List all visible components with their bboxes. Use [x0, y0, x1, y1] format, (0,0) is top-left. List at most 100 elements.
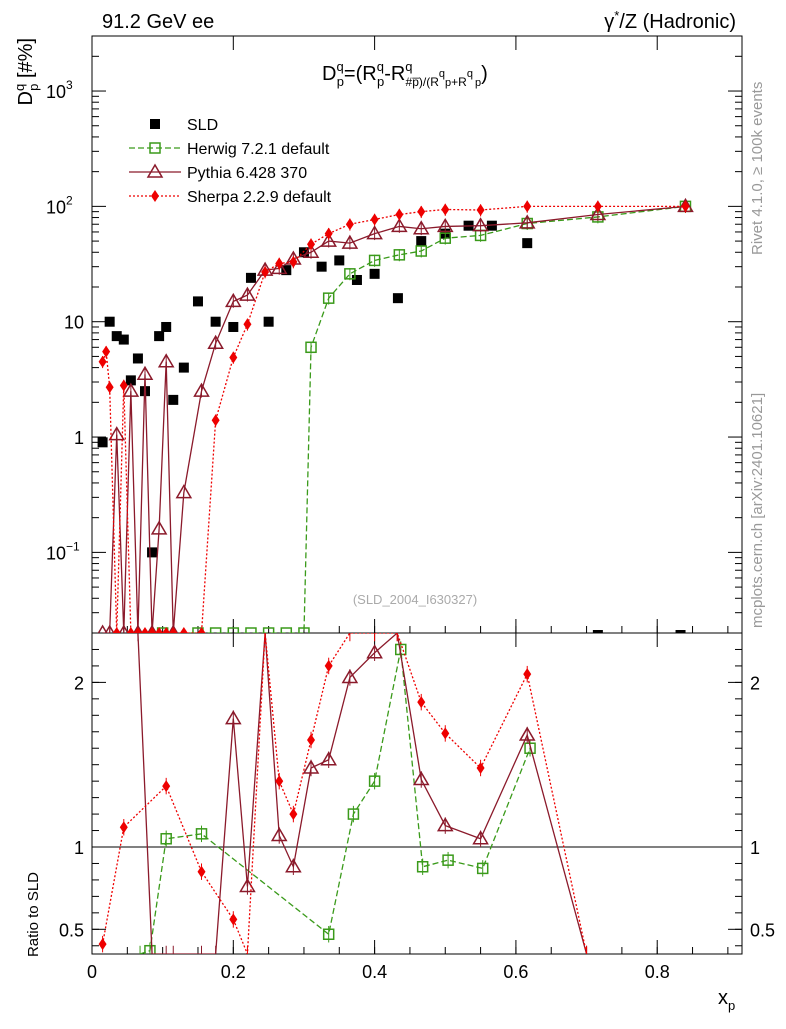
- point-pythia-6-428-370-24: [412, 220, 430, 235]
- x-tick-label-2: 0.4: [362, 962, 387, 982]
- point-sherpa-2-2-9-default-22: [345, 218, 354, 231]
- ratio-plot-frame: [91, 632, 743, 955]
- point-sherpa-2-2-9-default-25: [417, 205, 426, 218]
- point-pythia-6-428-370-6: [136, 365, 154, 381]
- ratio-point-pythia-6-428-370-19: [518, 726, 536, 741]
- point-herwig-7-2-1-default-5: [262, 627, 275, 633]
- point-pythia-6-428-370-20: [320, 232, 337, 247]
- ratio-point-herwig-7-2-1-default-9: [442, 854, 454, 866]
- main-axes: 10−1 1 10 102 103: [46, 35, 742, 634]
- title-p5-sub: p: [475, 77, 481, 89]
- ylabel-sub: p: [26, 84, 41, 91]
- ratio-point-sherpa-2-2-9-default-4: [229, 913, 238, 926]
- point-herwig-7-2-1-default-0: [156, 627, 169, 633]
- ratio-point-pythia-6-428-370-12: [320, 751, 337, 766]
- point-sld-28: [522, 238, 533, 249]
- y-tick-label-ratio-0: 0.5: [59, 920, 84, 940]
- title-p1-sub: p: [337, 74, 344, 89]
- point-sld-4: [125, 375, 136, 386]
- point-sherpa-2-2-9-default-20: [307, 238, 316, 251]
- point-pythia-6-428-370-27: [518, 214, 536, 229]
- point-sherpa-2-2-9-default-4: [119, 379, 128, 392]
- point-pythia-6-428-370-14: [224, 292, 242, 308]
- x-axis-label: xp: [718, 987, 735, 1013]
- header-right-sup: *: [614, 8, 619, 23]
- point-sld-0: [97, 437, 108, 448]
- header-left: 91.2 GeV ee: [102, 11, 214, 33]
- point-sherpa-2-2-9-default-6: [133, 627, 142, 633]
- point-pythia-6-428-370-8: [150, 520, 168, 535]
- point-sld-13: [210, 316, 221, 327]
- y-tick-label-ratio-1: 1: [74, 838, 84, 858]
- point-sherpa-2-2-9-default-3: [112, 627, 121, 633]
- title-p1-sup: q: [336, 59, 343, 74]
- y-tick-label-main-0: 10−1: [46, 539, 80, 563]
- point-herwig-7-2-1-default-12: [393, 249, 406, 261]
- mcplots-label: mcplots.cern.ch [arXiv:2401.10621]: [749, 393, 766, 628]
- ratio-series-layer: [98, 633, 588, 954]
- ratio-point-sherpa-2-2-9-default-9: [307, 734, 316, 746]
- ratio-axes: 0 0.2 0.4 0.6 0.8 0.5 0.5 1 1 2 2: [59, 633, 775, 982]
- point-sld-16: [263, 316, 274, 327]
- ratio-point-sherpa-2-2-9-default-7: [275, 775, 284, 788]
- ratio-point-pythia-6-428-370-14: [366, 644, 383, 659]
- ratio-point-sherpa-2-2-9-default-8: [289, 808, 298, 821]
- point-pythia-6-428-370-4: [122, 382, 140, 397]
- chart-title: Dq p=(Rq p-Rq #p̅)/(Rqp+Rqp): [322, 59, 488, 89]
- y-tick-label-main-1: 1: [74, 428, 84, 448]
- main-series-layer: [97, 197, 694, 633]
- ratio-point-herwig-7-2-1-default-5: [347, 808, 360, 820]
- y-tick-label-ratio-right-2: 2: [750, 673, 760, 693]
- y-tick-label-main-2: 10: [64, 313, 84, 333]
- title-p3-sub: #p̅)/(R: [406, 75, 440, 89]
- point-sherpa-2-2-9-default-5: [126, 627, 135, 633]
- point-pythia-6-428-370-23: [391, 217, 408, 233]
- point-sherpa-2-2-9-default-7: [140, 627, 149, 633]
- point-sld-1: [104, 316, 115, 327]
- x-tick-label-3: 0.6: [503, 962, 528, 982]
- series-line-pythia-6-428-370: [102, 205, 686, 633]
- ratio-point-sherpa-2-2-9-default-14: [417, 696, 426, 709]
- y-tick-label-ratio-2: 2: [74, 673, 84, 693]
- point-sld-30: [675, 630, 686, 633]
- point-sherpa-2-2-9-default-18: [275, 257, 284, 270]
- point-sherpa-2-2-9-default-10: [162, 627, 171, 633]
- title-p3-sup: q: [405, 59, 412, 74]
- point-pythia-6-428-370-0: [97, 624, 108, 633]
- y-tick-label-main-4: 103: [46, 78, 73, 102]
- point-sld-19: [316, 261, 327, 272]
- point-sherpa-2-2-9-default-27: [476, 204, 485, 217]
- ratio-point-herwig-7-2-1-default-1: [144, 944, 156, 954]
- header-right-base: γ: [604, 11, 614, 33]
- point-sld-5: [132, 353, 143, 364]
- point-sld-29: [592, 630, 603, 633]
- point-pythia-6-428-370-19: [302, 243, 320, 259]
- point-sld-2: [111, 331, 122, 342]
- ratio-point-pythia-6-428-370-6: [224, 710, 242, 725]
- point-sld-9: [161, 321, 172, 332]
- point-sherpa-2-2-9-default-16: [243, 318, 252, 331]
- point-sherpa-2-2-9-default-1: [102, 345, 111, 358]
- ratio-point-pythia-6-428-370-18: [472, 830, 489, 845]
- xlabel-sub: p: [728, 998, 735, 1013]
- point-herwig-7-2-1-default-14: [439, 232, 452, 244]
- point-pythia-6-428-370-7: [147, 624, 158, 633]
- ratio-line-pythia-6-428-370: [137, 633, 588, 954]
- point-herwig-7-2-1-default-4: [245, 627, 257, 633]
- title-p6: ): [481, 63, 488, 85]
- title-p2: =(R: [344, 63, 377, 85]
- legend: SLD Herwig 7.2.1 default Pythia 6.428 370 S…: [129, 117, 332, 206]
- legend-label-2: Pythia 6.428 370: [187, 165, 307, 182]
- point-herwig-7-2-1-default-6: [280, 627, 293, 633]
- main-y-axis-label: Dqp [#%]: [12, 38, 41, 106]
- point-sld-8: [154, 331, 165, 342]
- legend-label-1: Herwig 7.2.1 default: [187, 141, 330, 158]
- point-sherpa-2-2-9-default-29: [593, 200, 602, 213]
- ylabel-base: D: [15, 91, 37, 105]
- point-pythia-6-428-370-9: [157, 353, 175, 368]
- ylabel-sup: q: [12, 84, 27, 91]
- point-pythia-6-428-370-11: [175, 484, 193, 499]
- ratio-point-pythia-6-428-370-11: [302, 759, 320, 774]
- point-sherpa-2-2-9-default-14: [211, 414, 220, 427]
